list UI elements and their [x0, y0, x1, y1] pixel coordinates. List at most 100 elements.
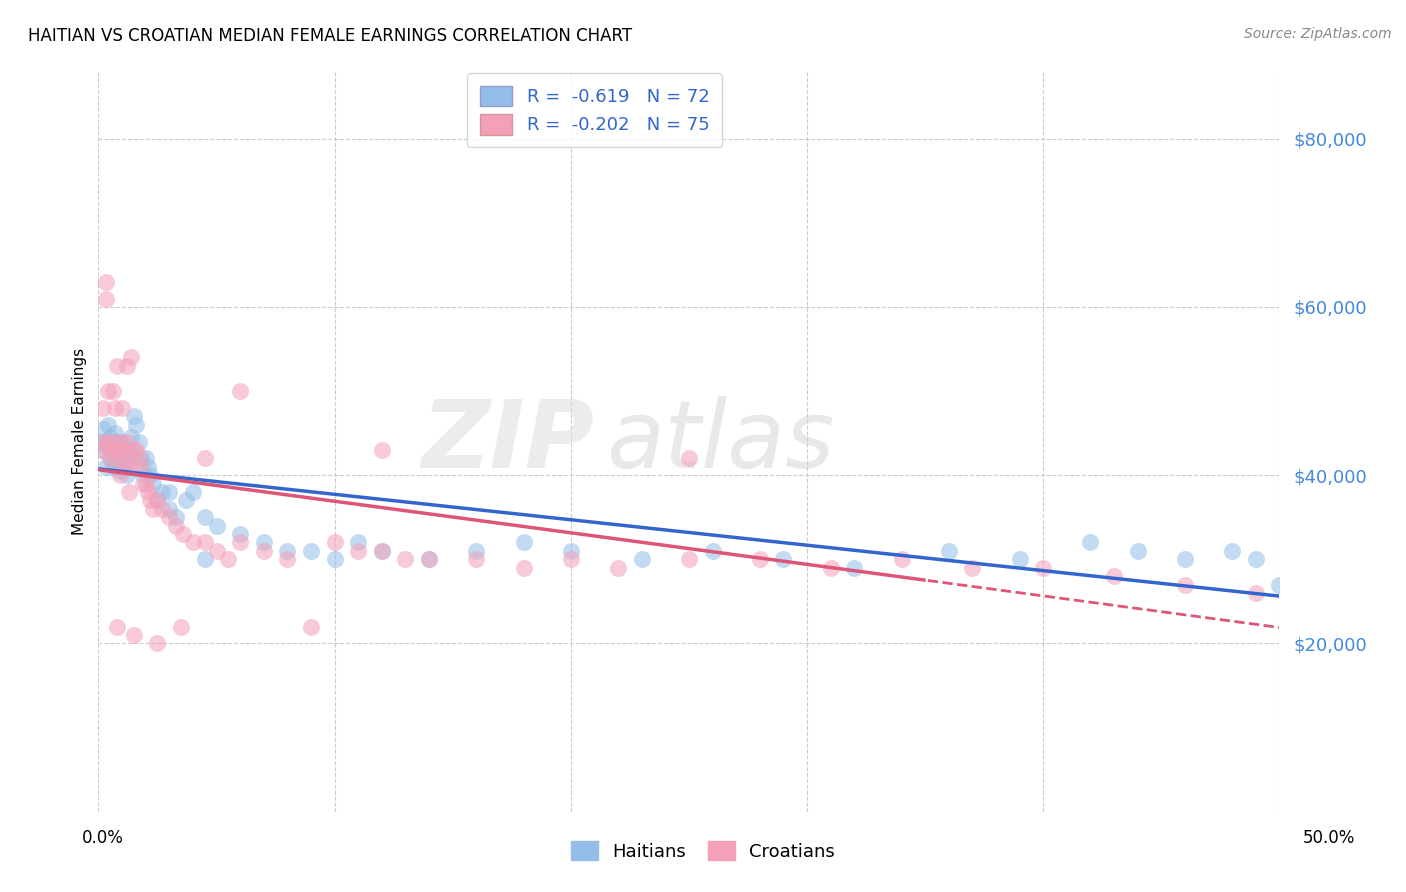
- Text: HAITIAN VS CROATIAN MEDIAN FEMALE EARNINGS CORRELATION CHART: HAITIAN VS CROATIAN MEDIAN FEMALE EARNIN…: [28, 27, 633, 45]
- Point: [418, 552, 440, 566]
- Point: [108, 464, 131, 478]
- Point: [132, 476, 155, 491]
- Point: [136, 459, 159, 474]
- Point: [229, 535, 252, 549]
- Point: [111, 451, 134, 466]
- Point: [125, 442, 148, 457]
- Point: [347, 535, 370, 549]
- Point: [121, 430, 143, 444]
- Point: [122, 628, 145, 642]
- Point: [394, 552, 416, 566]
- Point: [90, 434, 112, 449]
- Point: [129, 451, 152, 466]
- Point: [115, 447, 138, 461]
- Point: [748, 552, 770, 566]
- Point: [820, 560, 842, 574]
- Point: [165, 510, 187, 524]
- Point: [132, 468, 155, 483]
- Legend: R =  -0.619   N = 72, R =  -0.202   N = 75: R = -0.619 N = 72, R = -0.202 N = 75: [467, 73, 721, 147]
- Point: [98, 451, 121, 466]
- Point: [101, 442, 124, 457]
- Point: [104, 434, 127, 449]
- Point: [146, 493, 169, 508]
- Point: [194, 451, 217, 466]
- Point: [170, 619, 193, 633]
- Point: [112, 442, 135, 457]
- Point: [105, 619, 128, 633]
- Point: [607, 560, 630, 574]
- Point: [890, 552, 912, 566]
- Point: [512, 535, 534, 549]
- Point: [115, 434, 138, 449]
- Point: [146, 493, 169, 508]
- Point: [121, 451, 143, 466]
- Point: [1268, 577, 1291, 591]
- Point: [1080, 535, 1102, 549]
- Point: [104, 426, 127, 441]
- Point: [121, 351, 143, 365]
- Point: [122, 442, 145, 457]
- Point: [560, 552, 582, 566]
- Point: [112, 459, 135, 474]
- Point: [108, 468, 131, 483]
- Point: [122, 409, 145, 424]
- Point: [94, 275, 117, 289]
- Point: [146, 636, 169, 650]
- Point: [172, 527, 194, 541]
- Point: [371, 442, 394, 457]
- Point: [157, 485, 180, 500]
- Point: [678, 451, 700, 466]
- Point: [98, 442, 121, 457]
- Point: [105, 451, 128, 466]
- Text: atlas: atlas: [606, 396, 835, 487]
- Point: [772, 552, 794, 566]
- Point: [98, 451, 121, 466]
- Point: [105, 459, 128, 474]
- Point: [111, 401, 134, 415]
- Point: [1244, 552, 1267, 566]
- Point: [142, 476, 165, 491]
- Point: [1174, 577, 1197, 591]
- Point: [139, 493, 162, 508]
- Point: [125, 417, 148, 432]
- Point: [1174, 552, 1197, 566]
- Point: [276, 544, 298, 558]
- Point: [91, 442, 114, 457]
- Point: [108, 434, 131, 449]
- Point: [194, 510, 217, 524]
- Point: [181, 485, 204, 500]
- Point: [105, 359, 128, 373]
- Point: [111, 442, 134, 457]
- Point: [181, 535, 204, 549]
- Point: [115, 359, 138, 373]
- Text: Source: ZipAtlas.com: Source: ZipAtlas.com: [1244, 27, 1392, 41]
- Point: [94, 434, 117, 449]
- Point: [97, 434, 120, 449]
- Point: [104, 442, 127, 457]
- Point: [108, 434, 131, 449]
- Point: [465, 544, 488, 558]
- Point: [157, 510, 180, 524]
- Point: [165, 518, 187, 533]
- Y-axis label: Median Female Earnings: Median Female Earnings: [72, 348, 87, 535]
- Point: [121, 459, 143, 474]
- Point: [91, 422, 114, 436]
- Point: [1126, 544, 1149, 558]
- Point: [105, 439, 128, 453]
- Point: [108, 451, 131, 466]
- Text: ZIP: ZIP: [422, 395, 595, 488]
- Point: [150, 485, 173, 500]
- Point: [142, 501, 165, 516]
- Point: [205, 518, 228, 533]
- Point: [253, 535, 276, 549]
- Point: [94, 459, 117, 474]
- Point: [90, 442, 112, 457]
- Point: [118, 442, 141, 457]
- Point: [174, 493, 197, 508]
- Point: [1008, 552, 1031, 566]
- Point: [1220, 544, 1243, 558]
- Point: [97, 439, 120, 453]
- Text: 0.0%: 0.0%: [82, 829, 124, 847]
- Point: [157, 501, 180, 516]
- Point: [205, 544, 228, 558]
